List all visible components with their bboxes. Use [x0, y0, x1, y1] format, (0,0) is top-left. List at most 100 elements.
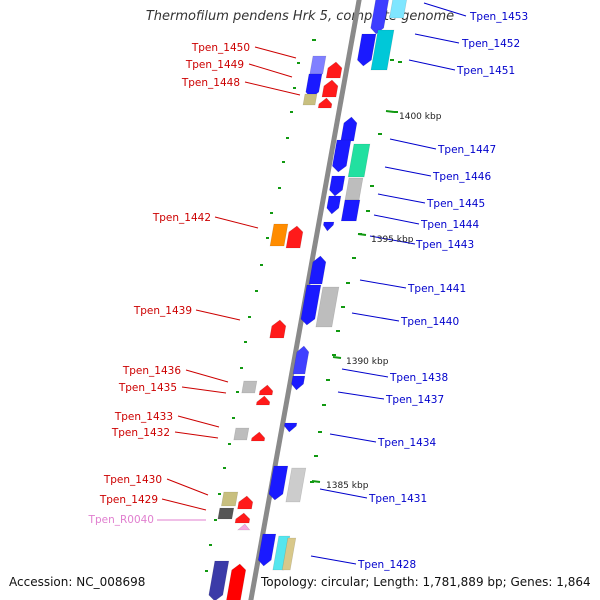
gene-feature [308, 255, 327, 285]
scale-tick [311, 480, 321, 483]
forward-gene-label: Tpen_1445 [426, 198, 485, 210]
scale-label: 1385 kbp [326, 481, 369, 491]
gene-feature [302, 93, 318, 106]
accession-text: Accession: NC_008698 [9, 575, 146, 589]
label-leader [329, 433, 377, 443]
gene-feature [255, 395, 271, 406]
label-leader [185, 369, 229, 383]
gene-feature [237, 495, 254, 510]
gene-feature [281, 537, 297, 571]
topology-summary: Topology: circular; Length: 1,781,889 bp… [261, 575, 591, 589]
label-leader [177, 415, 220, 428]
reverse-gene-label: Tpen_1442 [152, 212, 211, 224]
scale-tick [332, 356, 342, 359]
gene-feature [241, 380, 258, 394]
forward-gene-label: Tpen_1451 [456, 65, 515, 77]
scale-tick [385, 110, 395, 113]
gene-feature [285, 225, 304, 249]
label-leader [341, 368, 389, 378]
gene-feature [285, 467, 307, 503]
label-leader [174, 431, 219, 439]
reverse-gene-label: Tpen_1450 [191, 42, 250, 54]
gene-feature [325, 61, 343, 79]
label-leader [351, 312, 400, 322]
gene-feature [268, 465, 289, 501]
gene-feature [315, 286, 340, 328]
label-leader [359, 279, 407, 289]
forward-gene-label: Tpen_1447 [437, 144, 496, 156]
gene-labels: Tpen_1453 Tpen_1452 Tpen_1451 Tpen_1447 Tpen… [88, 11, 529, 571]
gene-feature [317, 97, 333, 109]
label-leader [389, 138, 437, 150]
reverse-gene-label: Tpen_1449 [185, 59, 244, 71]
gene-feature [340, 199, 361, 222]
gene-feature [208, 560, 230, 600]
gene-feature [269, 319, 287, 339]
reverse-gene-label: Tpen_1432 [111, 427, 170, 439]
label-leader [310, 555, 357, 565]
gene-feature [221, 491, 239, 507]
forward-gene-label: Tpen_1446 [432, 171, 491, 183]
forward-gene-label: Tpen_1440 [400, 316, 459, 328]
gene-feature [370, 0, 390, 35]
forward-gene-label: Tpen_1437 [385, 394, 444, 406]
label-leader [181, 386, 227, 394]
label-leader [214, 216, 259, 229]
gene-feature [340, 116, 358, 142]
scale-label: 1400 kbp [399, 112, 442, 122]
gene-feature [250, 431, 266, 442]
reverse-gene-label: Tpen_1439 [133, 305, 192, 317]
label-leader [369, 235, 416, 245]
tick-marks: 1400 kbp 1395 kbp 1390 kbp 1385 kbp [205, 39, 442, 572]
forward-gene-label: Tpen_1441 [407, 283, 466, 295]
gene-feature [257, 533, 277, 567]
gene-feature [321, 79, 339, 98]
label-leader [248, 63, 293, 78]
label-leader [244, 81, 301, 96]
label-leader [423, 2, 467, 17]
gene-feature [269, 223, 289, 247]
label-leaders [157, 2, 467, 565]
gene-feature [309, 55, 327, 75]
gene-feature [357, 33, 377, 67]
scale-label: 1390 kbp [346, 357, 389, 367]
label-leader [195, 309, 241, 321]
gene-feature [236, 523, 251, 531]
forward-gene-label: Tpen_1428 [357, 559, 416, 571]
gene-feature [329, 175, 346, 197]
gene-feature [233, 427, 250, 441]
gene-feature [326, 195, 342, 215]
label-leader [408, 59, 456, 71]
gene-feature [344, 177, 364, 201]
forward-gene-label: Tpen_1431 [368, 493, 427, 505]
scale-label: 1395 kbp [371, 235, 414, 245]
gene-feature [300, 284, 322, 326]
gene-feature [347, 143, 371, 178]
reverse-gene-label: Tpen_1448 [181, 77, 240, 89]
reverse-gene-label: Tpen_1429 [99, 494, 158, 506]
forward-gene-label: Tpen_1443 [415, 239, 474, 251]
reverse-gene-label: Tpen_1430 [103, 474, 162, 486]
gene-feature [284, 422, 298, 433]
label-leader [373, 214, 420, 225]
gene-feature [370, 29, 395, 71]
forward-gene-label: Tpen_1434 [377, 437, 436, 449]
label-leader [161, 498, 207, 511]
gene-features [208, 0, 408, 600]
label-leader [319, 488, 368, 499]
forward-gene-label: Tpen_1452 [461, 38, 520, 50]
gene-feature [389, 0, 408, 19]
label-leader [414, 33, 460, 44]
label-leader [166, 478, 209, 496]
forward-gene-label: Tpen_1438 [389, 372, 448, 384]
rna-gene-label: Tpen_R0040 [88, 514, 154, 526]
gene-feature [332, 139, 352, 173]
gene-feature [292, 345, 310, 375]
gene-feature [225, 563, 247, 600]
reverse-gene-label: Tpen_1435 [118, 382, 177, 394]
reverse-gene-label: Tpen_1433 [114, 411, 173, 423]
label-leader [377, 193, 426, 204]
gene-feature [217, 507, 235, 520]
forward-gene-label: Tpen_1444 [420, 219, 479, 231]
